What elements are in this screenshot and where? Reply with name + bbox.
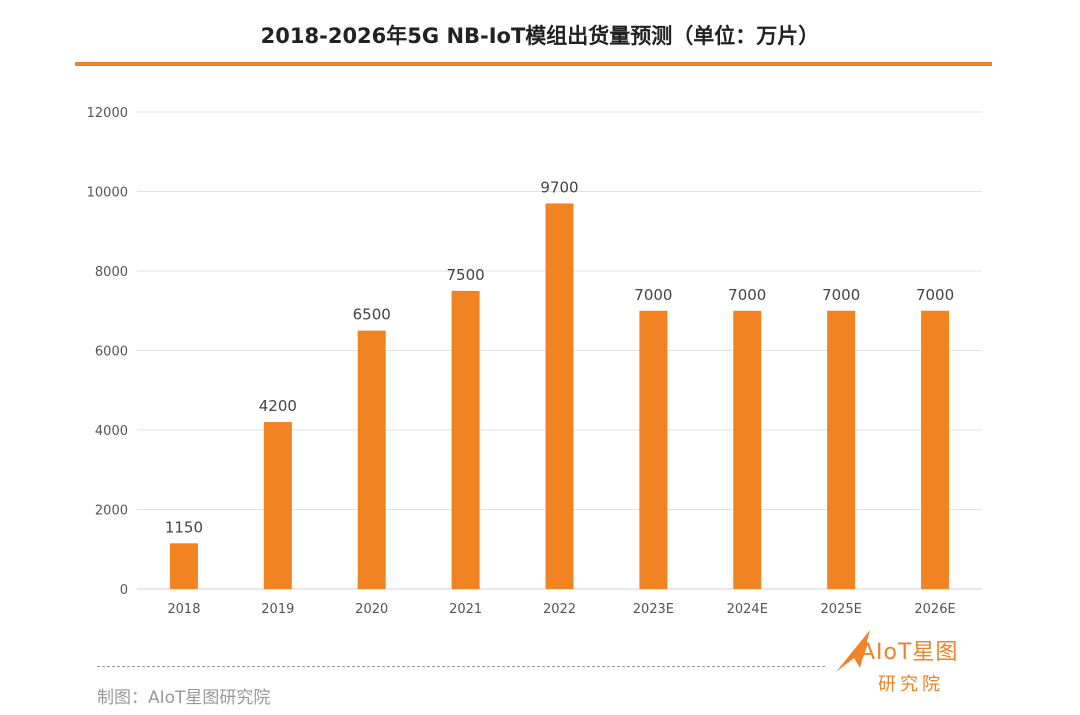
x-tick-label: 2019 bbox=[261, 602, 294, 617]
credit-text: 制图：AIoT星图研究院 bbox=[97, 688, 271, 708]
x-tick-label: 2018 bbox=[167, 602, 200, 617]
y-tick-label: 8000 bbox=[95, 265, 128, 280]
logo-subtext: 研究院 bbox=[878, 674, 944, 695]
logo-rocket-icon bbox=[836, 630, 870, 672]
bar bbox=[733, 310, 762, 589]
data-label: 4200 bbox=[259, 397, 297, 415]
y-tick-label: 0 bbox=[120, 583, 128, 598]
title-underline bbox=[75, 62, 992, 66]
data-label: 7000 bbox=[728, 286, 766, 304]
bar bbox=[357, 330, 386, 589]
bar bbox=[545, 203, 574, 590]
data-label: 7000 bbox=[822, 286, 860, 304]
x-tick-label: 2023E bbox=[633, 602, 674, 617]
x-tick-label: 2022 bbox=[543, 602, 576, 617]
data-label: 7500 bbox=[447, 266, 485, 284]
logo-text: AIoT星图 bbox=[860, 640, 959, 665]
data-label: 9700 bbox=[540, 178, 578, 196]
bar bbox=[827, 310, 856, 589]
x-tick-label: 2024E bbox=[727, 602, 768, 617]
y-tick-label: 6000 bbox=[95, 345, 128, 360]
data-label: 7000 bbox=[634, 286, 672, 304]
data-label: 1150 bbox=[165, 518, 203, 536]
x-tick-label: 2020 bbox=[355, 602, 388, 617]
bar bbox=[451, 290, 480, 589]
bar bbox=[169, 543, 198, 589]
x-tick-label: 2021 bbox=[449, 602, 482, 617]
y-tick-label: 2000 bbox=[95, 504, 128, 519]
bar bbox=[921, 310, 950, 589]
y-tick-label: 10000 bbox=[87, 186, 128, 201]
y-tick-label: 12000 bbox=[87, 106, 128, 121]
x-tick-label: 2026E bbox=[914, 602, 955, 617]
x-tick-label: 2025E bbox=[821, 602, 862, 617]
bar bbox=[263, 422, 292, 589]
footer-divider bbox=[97, 666, 825, 667]
y-tick-label: 4000 bbox=[95, 424, 128, 439]
data-label: 7000 bbox=[916, 286, 954, 304]
brand-logo: AIoT星图 研究院 bbox=[832, 628, 982, 700]
bar bbox=[639, 310, 668, 589]
data-label: 6500 bbox=[353, 306, 391, 324]
chart-title: 2018-2026年5G NB-IoT模组出货量预测（单位：万片） bbox=[260, 24, 820, 48]
